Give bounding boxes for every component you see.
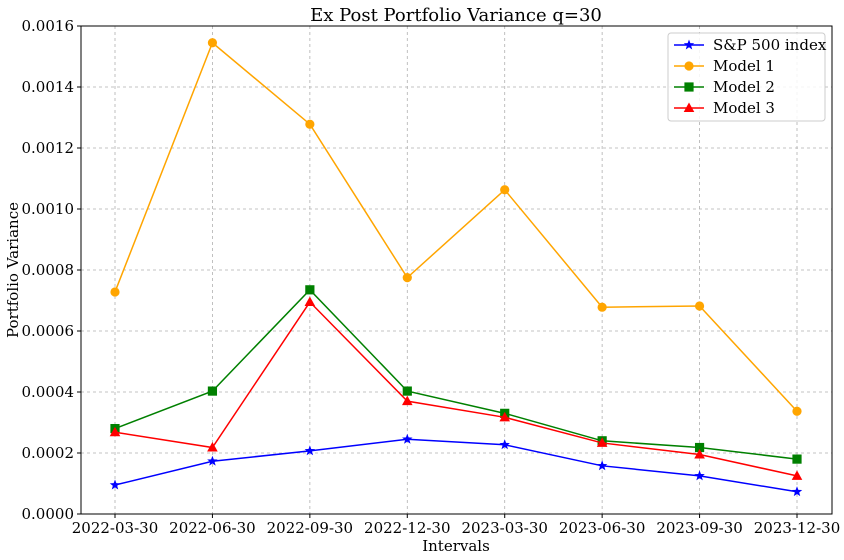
legend-marker: [683, 39, 695, 50]
chart-title: Ex Post Portfolio Variance q=30: [310, 5, 602, 26]
data-point: [402, 386, 412, 396]
series-s-p-500-index: [109, 433, 803, 497]
legend-marker: [683, 102, 695, 112]
data-point: [109, 426, 121, 437]
data-point: [499, 411, 511, 422]
y-tick-label: 0.0002: [22, 444, 75, 462]
y-tick-label: 0.0010: [22, 200, 75, 218]
data-series: [109, 38, 803, 497]
y-tick-label: 0.0008: [22, 261, 75, 279]
data-point: [597, 302, 607, 312]
series-model-1: [110, 38, 802, 416]
x-tick-label: 2023-12-30: [754, 519, 840, 537]
x-tick-label: 2022-12-30: [364, 519, 450, 537]
x-tick-label: 2023-03-30: [461, 519, 547, 537]
x-tick-label: 2023-06-30: [559, 519, 645, 537]
data-point: [207, 386, 218, 396]
series-line: [114, 438, 798, 493]
data-point: [694, 301, 705, 311]
data-point: [207, 455, 218, 466]
data-point: [305, 119, 315, 129]
x-axis-ticks: 2022-03-30 2022-06-30 2022-09-30 2022-12-30…: [72, 514, 840, 537]
legend-marker: [684, 82, 694, 92]
data-point: [694, 442, 705, 453]
y-tick-label: 0.0006: [22, 322, 75, 340]
data-point: [305, 285, 315, 295]
data-point: [792, 454, 802, 464]
legend-entry: S&P 500 index: [674, 36, 827, 54]
data-point: [304, 296, 316, 307]
legend-entry: Model 2: [674, 78, 775, 96]
x-axis-label: Intervals: [422, 537, 490, 555]
legend-marker: [684, 61, 694, 71]
y-tick-label: 0.0012: [22, 139, 75, 157]
data-point: [207, 38, 218, 48]
x-tick-label: 2023-09-30: [656, 519, 742, 537]
data-point: [694, 449, 705, 459]
series-line: [114, 288, 798, 460]
data-point: [791, 486, 803, 497]
y-tick-label: 0.0016: [22, 17, 75, 35]
data-point: [791, 470, 803, 480]
data-point: [500, 185, 510, 195]
data-point: [596, 460, 608, 471]
series-line: [114, 300, 798, 477]
legend-entry: Model 1: [674, 57, 775, 75]
legend: S&P 500 index Model 1 Model 2 Model 3: [667, 32, 827, 122]
legend-label: S&P 500 index: [713, 36, 827, 54]
legend-label: Model 1: [713, 57, 775, 75]
data-point: [402, 273, 412, 283]
data-point: [109, 479, 121, 490]
x-tick-label: 2022-06-30: [169, 519, 255, 537]
legend-entry: Model 3: [674, 99, 775, 117]
data-point: [596, 437, 608, 447]
data-point: [694, 470, 705, 481]
data-point: [207, 442, 218, 452]
data-point: [499, 439, 510, 450]
data-point: [110, 287, 120, 297]
data-point: [304, 445, 316, 456]
legend-box: [667, 32, 826, 122]
series-model-2: [110, 285, 802, 464]
y-tick-label: 0.0014: [22, 78, 75, 96]
x-tick-label: 2022-03-30: [72, 519, 158, 537]
y-axis-label: Portfolio Variance: [4, 202, 22, 338]
data-point: [401, 395, 413, 406]
legend-label: Model 3: [713, 99, 775, 117]
y-axis-ticks: 0.0000 0.0002 0.0004 0.0006 0.0008 0.0010 0.00…: [22, 17, 81, 523]
series-model-3: [109, 296, 803, 480]
legend-label: Model 2: [713, 78, 775, 96]
y-tick-label: 0.0004: [22, 383, 75, 401]
data-point: [402, 433, 413, 444]
x-tick-label: 2022-09-30: [267, 519, 353, 537]
y-tick-label: 0.0000: [22, 505, 75, 523]
series-line: [114, 41, 798, 412]
data-point: [792, 406, 802, 416]
